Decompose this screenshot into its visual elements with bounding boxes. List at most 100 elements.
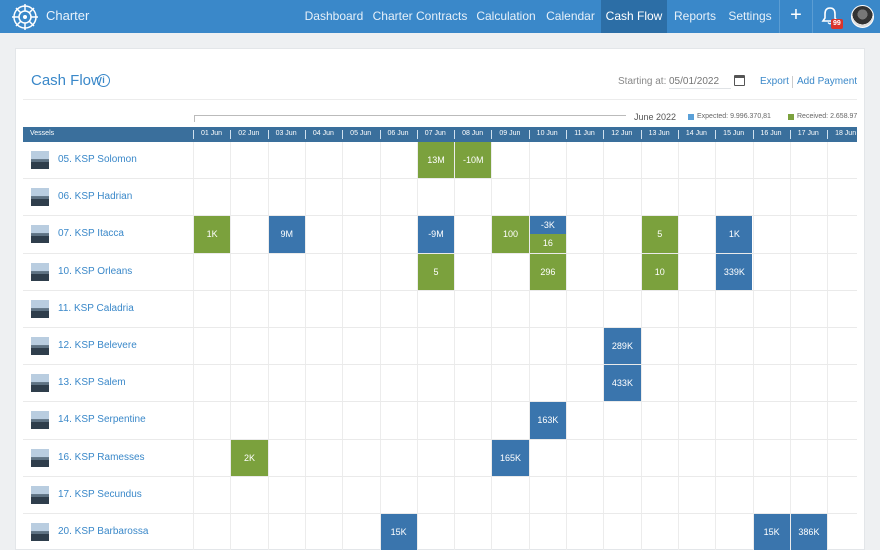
column-line — [230, 142, 232, 550]
received-payment-cell[interactable]: 296 — [529, 253, 566, 290]
vessel-row[interactable]: 14. KSP Serpentine — [23, 402, 193, 439]
user-avatar[interactable] — [851, 5, 874, 28]
link-separator — [792, 76, 793, 88]
expected-payment-cell[interactable]: 386K — [790, 514, 828, 550]
vessel-name-link[interactable]: 14. KSP Serpentine — [58, 414, 146, 426]
export-link[interactable]: Export — [760, 76, 789, 87]
vessel-thumbnail — [31, 188, 49, 207]
day-header: 16 Jun — [760, 130, 782, 137]
row-line — [23, 178, 857, 180]
vessel-row[interactable]: 05. KSP Solomon — [23, 142, 193, 179]
expected-payment-cell[interactable]: 15K — [380, 514, 417, 550]
day-header: 12 Jun — [611, 130, 633, 137]
expected-payment-cell[interactable]: 15K — [753, 514, 790, 550]
notification-count-badge: 99 — [831, 19, 843, 29]
column-line — [603, 142, 605, 550]
vessel-name-link[interactable]: 07. KSP Itacca — [58, 228, 124, 240]
day-separator — [342, 130, 344, 139]
expected-payment-cell[interactable]: 433K — [604, 365, 641, 402]
nav-charter-contracts[interactable]: Charter Contracts — [372, 9, 468, 23]
vessel-row[interactable]: 10. KSP Orleans — [23, 254, 193, 291]
column-line — [640, 142, 642, 550]
expected-payment-cell[interactable]: -3K — [529, 216, 566, 235]
vessels-column-header: Vessels — [30, 130, 55, 137]
expected-payment-cell[interactable]: -9M — [417, 216, 455, 253]
received-payment-cell[interactable]: 1K — [194, 216, 231, 253]
vessel-thumbnail — [31, 299, 49, 318]
month-label: June 2022 — [634, 112, 677, 122]
vessel-name-link[interactable]: 17. KSP Secundus — [58, 488, 142, 500]
vessel-thumbnail — [31, 485, 49, 504]
top-navigation-bar: Charter Dashboard Charter Contracts Calc… — [0, 0, 880, 33]
row-line — [23, 327, 857, 328]
vessel-row[interactable]: 20. KSP Barbarossa — [23, 514, 193, 550]
vessel-row[interactable]: 07. KSP Itacca — [23, 216, 193, 253]
vessel-row[interactable]: 12. KSP Belevere — [23, 328, 193, 365]
calendar-icon[interactable] — [734, 75, 745, 86]
column-line — [528, 142, 530, 550]
day-header: 17 Jun — [797, 130, 819, 137]
vessel-name-link[interactable]: 16. KSP Ramesses — [58, 451, 145, 463]
row-line — [23, 215, 857, 217]
row-line — [23, 438, 857, 440]
nav-calendar[interactable]: Calendar — [546, 9, 595, 23]
vessel-row[interactable]: 06. KSP Hadrian — [23, 179, 193, 216]
column-line — [304, 142, 306, 550]
vessel-name-link[interactable]: 10. KSP Orleans — [58, 265, 133, 277]
received-payment-cell[interactable]: 16 — [529, 234, 566, 253]
info-icon[interactable]: i — [97, 74, 110, 87]
expected-payment-cell[interactable]: 289K — [604, 328, 641, 365]
received-payment-cell[interactable]: 100 — [492, 216, 529, 253]
brand-name[interactable]: Charter — [46, 8, 90, 23]
starting-date-input[interactable] — [669, 74, 731, 89]
vessel-name-link[interactable]: 05. KSP Solomon — [58, 154, 137, 165]
legend-expected-text: Expected: 9.996.370,81 — [697, 113, 771, 120]
expected-payment-cell[interactable]: 339K — [716, 253, 753, 290]
expected-payment-cell[interactable]: 165K — [492, 439, 529, 476]
day-header: 10 Jun — [536, 130, 558, 137]
day-header: 15 Jun — [723, 130, 745, 137]
day-separator — [193, 130, 194, 139]
vessel-row[interactable]: 16. KSP Ramesses — [23, 440, 193, 477]
row-line — [23, 364, 857, 366]
nav-settings[interactable]: Settings — [728, 9, 772, 23]
column-line — [379, 142, 381, 550]
nav-cash-flow[interactable]: Cash Flow — [601, 0, 667, 33]
vessel-row[interactable]: 17. KSP Secundus — [23, 477, 193, 514]
received-payment-cell[interactable]: 13M — [417, 142, 455, 179]
expected-payment-cell[interactable]: 163K — [529, 402, 566, 439]
vessel-name-link[interactable]: 06. KSP Hadrian — [58, 191, 133, 203]
column-line — [827, 142, 829, 550]
vessel-row[interactable]: 13. KSP Salem — [23, 365, 193, 402]
received-payment-cell[interactable]: 5 — [641, 216, 678, 253]
vessel-name-link[interactable]: 11. KSP Caladria — [58, 302, 134, 314]
legend-expected-swatch — [688, 114, 694, 120]
day-separator — [789, 130, 791, 139]
expected-payment-cell[interactable]: 9M — [268, 216, 305, 253]
received-payment-cell[interactable]: 5 — [417, 253, 455, 290]
day-header: 08 Jun — [462, 130, 484, 137]
day-separator — [379, 130, 381, 139]
add-button[interactable]: + — [779, 0, 813, 33]
column-line — [491, 142, 493, 550]
vessel-thumbnail — [31, 225, 49, 244]
row-line — [23, 252, 857, 254]
expected-payment-cell[interactable]: 1K — [716, 216, 753, 253]
vessel-name-link[interactable]: 13. KSP Salem — [58, 377, 126, 389]
nav-dashboard[interactable]: Dashboard — [304, 9, 364, 23]
vessel-name-link[interactable]: 20. KSP Barbarossa — [58, 526, 149, 537]
add-payment-link[interactable]: Add Payment — [797, 76, 858, 87]
day-header: 02 Jun — [238, 130, 260, 137]
nav-reports[interactable]: Reports — [673, 9, 717, 23]
day-separator — [304, 130, 306, 139]
received-payment-cell[interactable]: 10 — [641, 253, 678, 290]
column-line — [789, 142, 791, 550]
vessel-row[interactable]: 11. KSP Caladria — [23, 291, 193, 328]
ship-wheel-logo-icon[interactable] — [12, 4, 38, 30]
received-payment-cell[interactable]: -10M — [455, 142, 492, 179]
received-payment-cell[interactable]: 2K — [231, 439, 268, 476]
cash-flow-grid: 05. KSP Solomon 06. KSP Hadrian 07. KSP It… — [23, 142, 857, 550]
vessel-name-link[interactable]: 12. KSP Belevere — [58, 340, 137, 351]
day-separator — [416, 130, 418, 139]
nav-calculation[interactable]: Calculation — [476, 9, 536, 23]
